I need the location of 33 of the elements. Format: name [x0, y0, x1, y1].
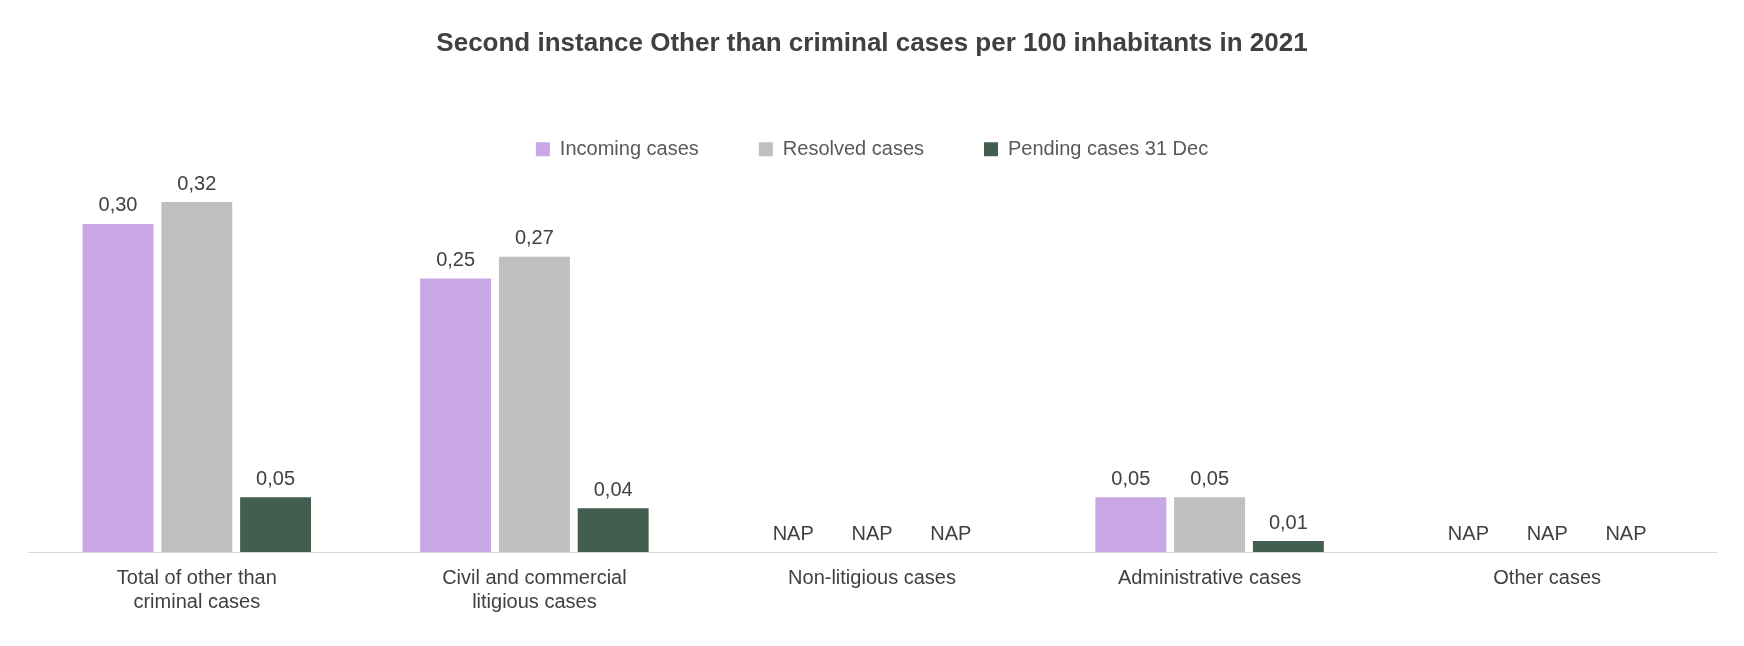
bar [498, 256, 570, 552]
x-tick-label: Non-litigious cases [788, 565, 956, 588]
data-label: 0,30 [98, 193, 138, 216]
bar [161, 202, 233, 552]
data-label: 0,32 [177, 171, 217, 194]
data-label: 0,05 [256, 466, 296, 489]
data-label: 0,04 [593, 477, 633, 500]
bar [1252, 541, 1324, 552]
text: NAP [1447, 521, 1489, 544]
bar [240, 497, 312, 552]
legend-label: Resolved cases [782, 136, 925, 159]
text: NAP [1605, 521, 1647, 544]
data-label: 0,05 [1190, 466, 1230, 489]
bar [1095, 497, 1167, 552]
text: NAP [930, 521, 972, 544]
x-tick-label: Administrative cases [1117, 565, 1302, 588]
legend-label: Incoming cases [559, 136, 699, 159]
bar [1174, 497, 1246, 552]
text: NAP [1526, 521, 1568, 544]
bar [577, 508, 649, 552]
data-label: 0,05 [1111, 466, 1151, 489]
text: NAP [851, 521, 893, 544]
bar [420, 278, 492, 552]
chart-title: Second instance Other than criminal cases per 100 inhabitants in 2021 [436, 26, 1308, 57]
legend-label: Pending cases 31 Dec [1008, 136, 1209, 159]
x-tick-label: Other cases [1493, 565, 1602, 588]
data-label: 0,27 [514, 226, 554, 249]
x-tick-label: Civil and commercial litigious cases [442, 565, 627, 612]
data-label: 0,01 [1268, 510, 1308, 533]
data-label: 0,25 [436, 248, 476, 271]
text: NAP [772, 521, 814, 544]
bar [82, 223, 154, 552]
x-tick-label: Total of other than criminal cases [116, 565, 277, 612]
